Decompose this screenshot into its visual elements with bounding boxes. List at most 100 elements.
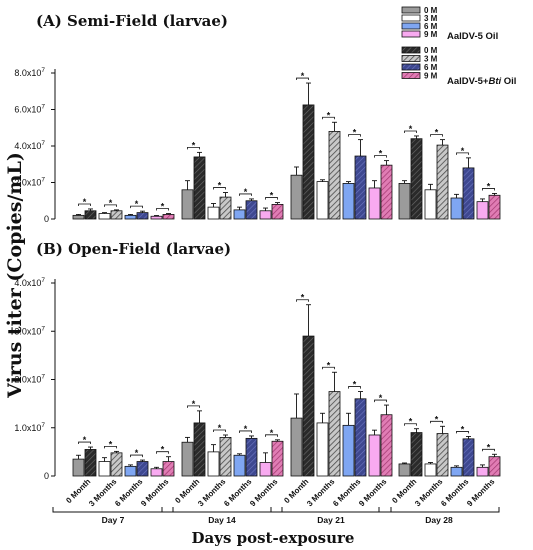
- legend: 0 M3 M6 M9 M AalDV-5 Oil 0 M3 M6 M9 M Aa…: [401, 6, 516, 87]
- bar-oil-1-3: [259, 210, 272, 220]
- legend-bti-label: 9 M: [424, 72, 438, 81]
- significance-bracket: [430, 420, 443, 424]
- significance-bracket: [404, 423, 417, 426]
- significance-star: *: [161, 202, 165, 212]
- bar-bti-2-0: [302, 104, 315, 220]
- significance-bracket: [430, 134, 443, 137]
- y-tick-label: 2.0x107: [14, 374, 45, 385]
- y-tick-label: 4.0x107: [14, 140, 45, 151]
- panel-b-title: (B) Open-Field (larvae): [36, 240, 231, 258]
- x-group-label: Day 14: [208, 515, 236, 525]
- legend-oil-swatch: [401, 6, 421, 14]
- significance-bracket: [78, 441, 91, 445]
- legend-bti-group: 0 M3 M6 M9 M: [401, 46, 438, 81]
- legend-oil-label: 3 M: [424, 14, 438, 23]
- y-tick-label: 0: [44, 214, 49, 224]
- legend-oil-label: 9 M: [424, 30, 438, 39]
- significance-star: *: [244, 187, 248, 197]
- y-axis-label: Virus titer (Copies/mL): [4, 152, 26, 399]
- significance-star: *: [218, 423, 222, 433]
- legend-bti-label: 6 M: [424, 63, 438, 72]
- significance-star: *: [270, 191, 274, 201]
- bar-oil-2-1: [316, 181, 329, 220]
- bar-bti-3-2: [462, 167, 475, 220]
- x-group-bracket: [378, 507, 500, 513]
- significance-star: *: [192, 140, 196, 150]
- bar-oil-3-2: [450, 466, 463, 477]
- bar-bti-2-1: [328, 130, 341, 220]
- bar-oil-1-3: [259, 462, 272, 477]
- significance-star: *: [135, 199, 139, 209]
- bar-oil-0-1: [98, 461, 111, 477]
- significance-star: *: [244, 424, 248, 434]
- bar-oil-1-1: [207, 451, 220, 477]
- significance-bracket: [239, 430, 252, 433]
- bar-bti-1-1: [219, 436, 232, 477]
- significance-bracket: [130, 454, 143, 458]
- bar-bti-0-3: [162, 461, 175, 477]
- significance-star: *: [461, 146, 465, 156]
- significance-star: *: [301, 71, 305, 81]
- significance-bracket: [404, 130, 417, 133]
- bar-oil-2-3: [368, 187, 381, 220]
- panel-b: (B) Open-Field (larvae) 0 1.0x107 2.0x107 3…: [14, 240, 501, 481]
- legend-oil-title: AalDV-5 Oil: [447, 31, 498, 42]
- bar-oil-1-2: [233, 209, 246, 220]
- significance-star: *: [135, 448, 139, 458]
- bar-oil-2-0: [290, 174, 303, 220]
- bar-bti-0-1: [110, 210, 123, 220]
- bar-oil-2-2: [342, 424, 355, 477]
- legend-oil-group: 0 M3 M6 M9 M: [401, 6, 438, 39]
- significance-star: *: [161, 445, 165, 455]
- bar-oil-3-3: [476, 466, 489, 477]
- bar-bti-2-3: [380, 164, 393, 220]
- legend-bti-label: 0 M: [424, 46, 438, 55]
- bar-bti-3-2: [462, 438, 475, 477]
- significance-bracket: [213, 429, 226, 432]
- bar-bti-1-2: [245, 200, 258, 220]
- significance-bracket: [322, 366, 335, 370]
- significance-bracket: [296, 299, 309, 302]
- y-tick-label: 8.0x107: [14, 67, 45, 78]
- significance-star: *: [461, 424, 465, 434]
- bar-oil-3-0: [398, 463, 411, 477]
- legend-oil-swatch: [401, 22, 421, 30]
- bar-oil-2-2: [342, 183, 355, 220]
- significance-star: *: [327, 360, 331, 370]
- bar-bti-3-1: [436, 433, 449, 477]
- panel-a: (A) Semi-Field (larvae) 0 2.0x107 4.0x107 6…: [14, 12, 501, 224]
- y-tick-label: 6.0x107: [14, 104, 45, 115]
- significance-bracket: [348, 134, 361, 137]
- bar-bti-0-3: [162, 214, 175, 220]
- bar-oil-2-3: [368, 434, 381, 477]
- significance-bracket: [374, 399, 387, 403]
- significance-star: *: [353, 380, 357, 390]
- legend-bti-swatch: [401, 63, 421, 71]
- x-category-label: 9 Months: [465, 477, 497, 509]
- significance-bracket: [239, 193, 252, 196]
- bar-bti-2-1: [328, 391, 341, 477]
- y-tick-label: 1.0x107: [14, 422, 45, 433]
- bar-oil-0-0: [72, 458, 85, 477]
- significance-bracket: [187, 146, 200, 150]
- bar-bti-1-3: [271, 203, 284, 220]
- bar-bti-1-0: [193, 422, 206, 477]
- significance-star: *: [379, 149, 383, 159]
- bar-bti-3-0: [410, 138, 423, 220]
- legend-bti-swatch: [401, 55, 421, 62]
- bar-bti-2-2: [354, 155, 367, 220]
- significance-bracket: [104, 445, 117, 449]
- legend-bti-swatch: [401, 46, 421, 54]
- x-group-bracket: [52, 507, 174, 513]
- bar-bti-1-2: [245, 437, 258, 477]
- legend-oil-swatch: [401, 14, 421, 22]
- significance-star: *: [270, 428, 274, 438]
- bar-oil-2-0: [290, 417, 303, 477]
- bar-oil-0-0: [72, 214, 85, 220]
- significance-bracket: [213, 187, 226, 190]
- legend-bti-title: AalDV-5+Bti Oil: [447, 76, 516, 87]
- significance-bracket: [482, 188, 495, 191]
- x-group-bracket: [161, 507, 283, 513]
